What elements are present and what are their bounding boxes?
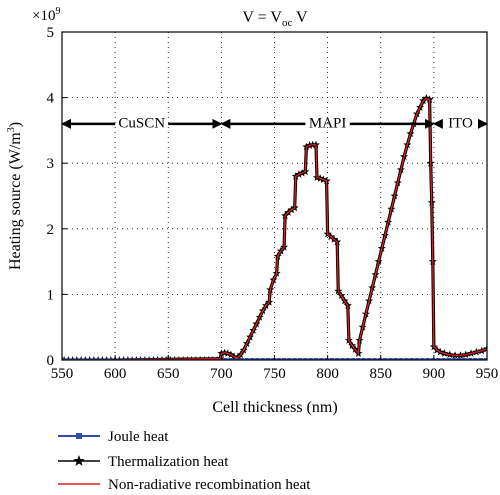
joule-heat-point [468,358,472,360]
joule-heat-point [319,358,324,360]
x-tick-label: 700 [210,366,233,382]
joule-heat-point [425,358,430,360]
x-tick-label: 850 [370,366,393,382]
joule-heat-point [313,358,318,360]
joule-heat-point [388,358,393,360]
joule-heat-point [483,358,487,360]
joule-heat-point [271,358,276,360]
x-tick-label: 550 [51,366,74,382]
region-label: ITO [448,115,473,131]
joule-heat-point [276,358,281,360]
joule-heat-point [308,358,313,360]
series-layer [62,94,487,360]
thermalization-point [233,353,242,360]
joule-heat-point [335,358,340,360]
joule-heat-point [473,358,478,360]
thermalization-point [483,344,487,353]
joule-heat-point [446,358,451,360]
x-tick-label: 800 [316,366,339,382]
y-tick-label: 1 [47,287,55,303]
joule-heat-point [356,358,361,360]
joule-heat-point [436,358,441,360]
joule-heat-point [239,358,244,360]
joule-heat-point [398,358,403,360]
joule-heat-point [409,358,414,360]
joule-heat-point [414,358,419,360]
joule-heat-point [228,358,233,360]
y-multiplier: ×109 [32,6,60,24]
joule-heat-point [452,358,457,360]
joule-heat-point [441,358,446,360]
joule-heat-point [292,358,297,360]
legend-entry: Thermalization heat [108,454,229,470]
legend-thermalization-marker [73,455,85,466]
y-tick-label: 3 [47,156,55,172]
joule-heat-point [250,358,255,360]
non-radiative-line [62,97,487,360]
joule-heat-point [361,358,366,360]
joule-heat-point [372,358,377,360]
plot-frame [61,31,488,361]
region-label: CuSCN [118,115,165,131]
x-tick-label: 950 [476,366,499,382]
y-tick-label: 5 [47,25,55,41]
joule-heat-point [329,358,334,360]
legend-joule-marker [76,433,82,439]
x-tick-label: 750 [263,366,286,382]
joule-heat-point [260,358,265,360]
legend-entry: Non-radiative recombination heat [108,477,311,493]
x-tick-label: 650 [157,366,180,382]
joule-heat-point [287,358,292,360]
joule-heat-point [404,358,409,360]
region-annotations: CuSCN MAPI ITO [61,115,488,131]
joule-heat-point [255,358,260,360]
x-axis-label: Cell thickness (nm) [212,399,337,416]
joule-heat-point [266,358,271,360]
legend: Joule heat Thermalization heat Non-radiati… [58,429,311,493]
y-axis-label: Heating source (W/m3) [6,122,24,270]
y-tick-label: 2 [47,222,55,238]
joule-heat-point [324,358,329,360]
joule-heat-point [430,358,435,360]
joule-heat-point [223,358,228,360]
x-tick-label: 900 [423,366,446,382]
grid-lines [62,32,487,360]
joule-heat-point [377,358,382,360]
joule-heat-point [351,358,356,360]
axis-ticks: 550 600 650 700 750 800 850 900 950 0 1 2 3 4 5 [47,25,499,382]
joule-heat-point [383,358,387,360]
joule-heat-point [457,358,462,360]
joule-heat-point [367,358,372,360]
y-tick-label: 4 [47,91,55,107]
joule-heat-point [420,358,425,360]
joule-heat-point [478,358,483,360]
legend-entry: Joule heat [108,429,169,445]
joule-heat-point [282,358,287,360]
joule-heat-point [244,358,249,360]
x-tick-label: 600 [104,366,127,382]
joule-heat-point [298,358,302,360]
joule-heat-point [462,358,467,360]
joule-heat-point [234,358,239,360]
joule-heat-point [303,358,308,360]
chart-title: V = Voc V [242,9,308,29]
joule-heat-point [393,358,398,360]
joule-heat-point [345,358,350,360]
joule-heat-point [340,358,345,360]
region-label: MAPI [309,115,347,131]
y-tick-label: 0 [47,353,55,369]
